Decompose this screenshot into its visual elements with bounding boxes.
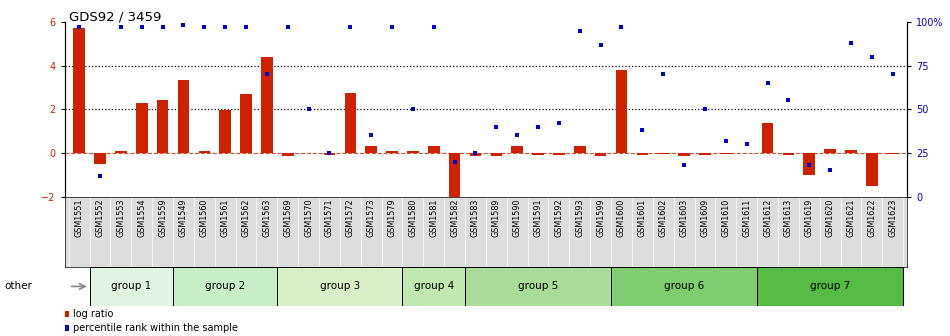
- Bar: [532, 153, 543, 155]
- Text: GSM1602: GSM1602: [658, 199, 668, 237]
- Text: GSM1613: GSM1613: [784, 199, 793, 237]
- Bar: [115, 151, 126, 153]
- Bar: [94, 153, 105, 164]
- Bar: [553, 153, 564, 155]
- Bar: [73, 28, 85, 153]
- Bar: [490, 153, 503, 156]
- Text: group 4: group 4: [413, 282, 454, 291]
- Bar: [699, 153, 711, 155]
- Bar: [825, 149, 836, 153]
- Bar: [240, 94, 252, 153]
- Bar: [611, 267, 757, 306]
- Text: GSM1561: GSM1561: [220, 199, 230, 237]
- Text: GSM1559: GSM1559: [158, 199, 167, 237]
- Text: GSM1611: GSM1611: [742, 199, 751, 237]
- Text: GSM1571: GSM1571: [325, 199, 334, 237]
- Bar: [261, 57, 273, 153]
- Text: GSM1572: GSM1572: [346, 199, 355, 237]
- Text: GSM1600: GSM1600: [617, 199, 626, 237]
- Bar: [178, 80, 189, 153]
- Text: GSM1621: GSM1621: [846, 199, 855, 237]
- Bar: [616, 70, 627, 153]
- Bar: [345, 93, 356, 153]
- Bar: [866, 153, 878, 185]
- Text: GSM1554: GSM1554: [137, 199, 146, 237]
- Text: GSM1599: GSM1599: [597, 199, 605, 237]
- Text: GSM1601: GSM1601: [637, 199, 647, 237]
- Text: GSM1593: GSM1593: [576, 199, 584, 237]
- Text: group 2: group 2: [205, 282, 245, 291]
- Bar: [846, 150, 857, 153]
- Text: GSM1581: GSM1581: [429, 199, 438, 237]
- Bar: [428, 146, 440, 153]
- Text: GSM1591: GSM1591: [534, 199, 542, 237]
- Text: GDS92 / 3459: GDS92 / 3459: [69, 10, 162, 23]
- Text: GSM1562: GSM1562: [241, 199, 251, 237]
- Bar: [466, 267, 611, 306]
- Text: GSM1590: GSM1590: [513, 199, 522, 237]
- Text: GSM1551: GSM1551: [75, 199, 84, 237]
- Text: GSM1592: GSM1592: [555, 199, 563, 237]
- Bar: [408, 151, 419, 153]
- Text: GSM1570: GSM1570: [304, 199, 314, 237]
- Text: group 1: group 1: [111, 282, 151, 291]
- Text: GSM1569: GSM1569: [283, 199, 293, 237]
- Bar: [219, 110, 231, 153]
- Bar: [783, 153, 794, 155]
- Bar: [762, 123, 773, 153]
- Bar: [366, 146, 377, 153]
- Bar: [173, 267, 277, 306]
- Text: GSM1583: GSM1583: [471, 199, 480, 237]
- Text: GSM1619: GSM1619: [805, 199, 814, 237]
- Bar: [403, 267, 466, 306]
- Bar: [636, 153, 648, 155]
- Text: GSM1603: GSM1603: [679, 199, 689, 237]
- Text: GSM1552: GSM1552: [96, 199, 104, 237]
- Text: GSM1612: GSM1612: [763, 199, 772, 237]
- Bar: [449, 153, 461, 203]
- Bar: [89, 267, 173, 306]
- Text: GSM1580: GSM1580: [408, 199, 417, 237]
- Bar: [282, 153, 294, 156]
- Text: GSM1589: GSM1589: [492, 199, 501, 237]
- Bar: [574, 146, 585, 153]
- Text: GSM1620: GSM1620: [826, 199, 835, 237]
- Text: percentile rank within the sample: percentile rank within the sample: [73, 323, 238, 333]
- Text: GSM1623: GSM1623: [888, 199, 897, 237]
- Text: GSM1553: GSM1553: [117, 199, 125, 237]
- Text: GSM1579: GSM1579: [388, 199, 396, 237]
- Text: GSM1609: GSM1609: [700, 199, 710, 237]
- Text: group 6: group 6: [664, 282, 704, 291]
- Text: GSM1563: GSM1563: [262, 199, 272, 237]
- Bar: [657, 153, 669, 154]
- Bar: [324, 153, 335, 155]
- Bar: [678, 153, 690, 156]
- Text: GSM1622: GSM1622: [867, 199, 876, 237]
- Text: other: other: [5, 282, 32, 291]
- Text: GSM1582: GSM1582: [450, 199, 459, 237]
- Bar: [136, 103, 147, 153]
- Bar: [511, 146, 522, 153]
- Bar: [804, 153, 815, 175]
- Bar: [595, 153, 606, 156]
- Bar: [199, 151, 210, 153]
- Bar: [757, 267, 903, 306]
- Text: group 5: group 5: [518, 282, 559, 291]
- Text: group 3: group 3: [320, 282, 360, 291]
- Bar: [277, 267, 403, 306]
- Text: GSM1573: GSM1573: [367, 199, 375, 237]
- Bar: [887, 153, 899, 154]
- Bar: [720, 153, 732, 154]
- Bar: [469, 153, 482, 156]
- Text: GSM1610: GSM1610: [721, 199, 731, 237]
- Text: log ratio: log ratio: [73, 309, 113, 319]
- Text: group 7: group 7: [810, 282, 850, 291]
- Bar: [157, 100, 168, 153]
- Text: GSM1549: GSM1549: [179, 199, 188, 237]
- Bar: [387, 151, 398, 153]
- Text: GSM1560: GSM1560: [200, 199, 209, 237]
